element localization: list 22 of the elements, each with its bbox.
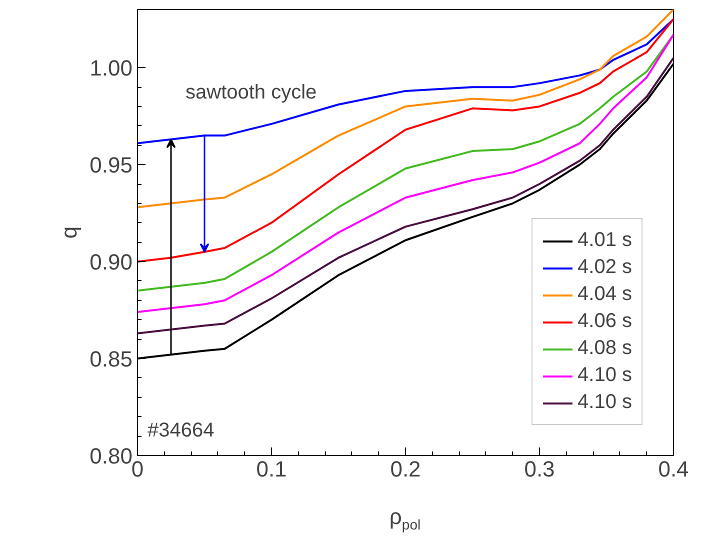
annotation: sawtooth cycle [186, 82, 317, 104]
y-axis-title: q [56, 226, 82, 239]
y-tick-label: 0.95 [90, 152, 133, 178]
y-tick-label: 0.85 [90, 346, 133, 372]
y-tick-label: 0.90 [90, 250, 133, 275]
legend-label: 4.06 s [578, 310, 632, 333]
x-axis-title: ρ$_{pol}$ [388, 503, 422, 534]
legend-label: 4.10 s [578, 391, 632, 414]
x-tick-label: 0.3 [524, 456, 555, 482]
annotation: #34664 [148, 420, 214, 442]
legend-label: 4.02 s [578, 256, 632, 279]
y-tick-label: 1.00 [90, 56, 133, 81]
legend-label: 4.10 s [578, 364, 632, 387]
legend-label: 4.01 s [578, 229, 632, 252]
x-tick-label: 0.2 [390, 456, 421, 482]
x-tick-label: 0 [131, 456, 144, 482]
y-tick-label: 0.80 [90, 444, 133, 468]
line-series [138, 10, 674, 208]
legend-label: 4.08 s [578, 337, 632, 360]
legend-label: 4.04 s [578, 283, 632, 306]
x-tick-label: 0.1 [256, 456, 287, 482]
x-tick-label: 0.4 [658, 456, 689, 482]
